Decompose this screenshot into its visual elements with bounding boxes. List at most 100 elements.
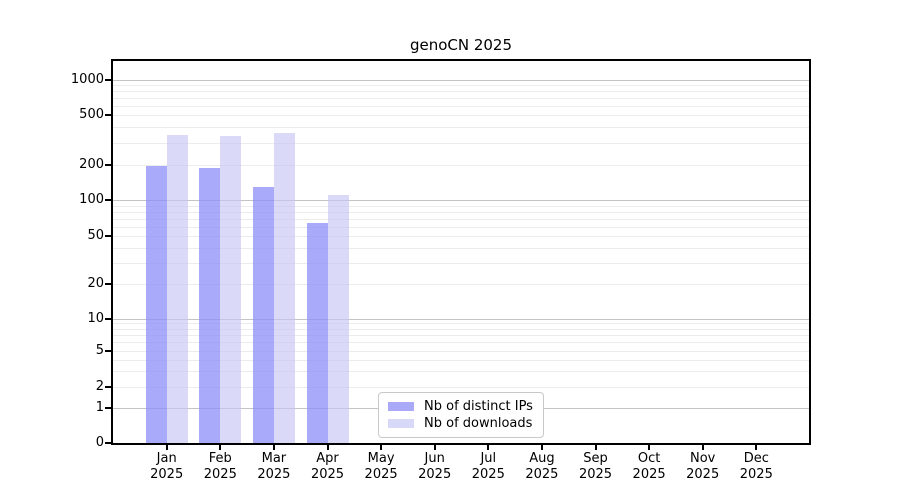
legend-swatch-downloads xyxy=(388,419,414,428)
x-tick-label: Oct 2025 xyxy=(614,451,684,483)
minor-gridline xyxy=(113,218,809,220)
y-tick-label: 1 xyxy=(95,400,104,415)
x-tick-month: Apr xyxy=(316,451,339,466)
x-tick-year: 2025 xyxy=(310,467,345,482)
x-tick-label: Aug 2025 xyxy=(507,451,577,483)
minor-gridline xyxy=(113,328,809,330)
x-tick-mark xyxy=(165,445,168,450)
x-axis-spine-bottom xyxy=(111,443,811,445)
minor-gridline xyxy=(113,335,809,337)
plot-area xyxy=(113,61,809,443)
x-tick-mark xyxy=(540,445,543,450)
x-tick-label: Jan 2025 xyxy=(132,451,202,483)
major-gridline xyxy=(113,200,809,201)
minor-gridline xyxy=(113,284,809,285)
x-tick-mark xyxy=(487,445,490,450)
minor-gridline xyxy=(113,211,809,213)
x-tick-year: 2025 xyxy=(471,467,505,482)
x-tick-month: Nov xyxy=(690,451,716,466)
minor-gridline xyxy=(113,143,809,144)
x-tick-label: Mar 2025 xyxy=(239,451,309,483)
bar-distinct-ips xyxy=(252,186,274,443)
x-tick-year: 2025 xyxy=(150,467,184,482)
legend-label-distinct-ips: Nb of distinct IPs xyxy=(424,399,533,414)
y-tick-mark xyxy=(105,114,111,117)
minor-gridline xyxy=(113,342,809,344)
x-tick-year: 2025 xyxy=(525,467,559,482)
y-tick-label: 500 xyxy=(79,107,104,123)
bar-downloads xyxy=(273,133,295,443)
x-tick-label: Apr 2025 xyxy=(293,451,363,483)
bar-downloads xyxy=(220,136,242,443)
minor-gridline xyxy=(113,98,809,100)
y-tick-label: 10 xyxy=(87,310,104,326)
x-tick-label: Jul 2025 xyxy=(453,451,523,483)
x-tick-month: Dec xyxy=(743,451,769,466)
y-tick-mark xyxy=(105,386,111,388)
x-tick-label: Sep 2025 xyxy=(561,451,631,483)
minor-gridline xyxy=(113,91,809,93)
minor-gridline xyxy=(113,115,809,117)
minor-gridline xyxy=(113,236,809,238)
y-tick-mark xyxy=(105,350,111,352)
x-tick-month: Jul xyxy=(480,451,497,466)
minor-gridline xyxy=(113,387,809,388)
chart-title: genoCN 2025 xyxy=(409,36,513,54)
minor-gridline xyxy=(113,106,809,107)
x-tick-month: Feb xyxy=(208,451,232,466)
x-tick-month: Jun xyxy=(424,451,445,466)
x-tick-mark xyxy=(701,445,704,450)
x-tick-mark xyxy=(272,445,275,450)
x-tick-label: Jun 2025 xyxy=(400,451,470,483)
x-tick-year: 2025 xyxy=(203,467,237,482)
x-tick-month: Aug xyxy=(529,451,555,466)
minor-gridline xyxy=(113,247,809,249)
legend: Nb of distinct IPs Nb of downloads xyxy=(378,392,544,438)
x-tick-label: May 2025 xyxy=(346,451,416,483)
minor-gridline xyxy=(113,205,809,207)
x-tick-mark xyxy=(594,445,597,450)
x-tick-year: 2025 xyxy=(364,467,398,482)
major-gridline xyxy=(113,80,809,81)
y-tick-mark xyxy=(105,442,111,444)
minor-gridline xyxy=(113,262,809,264)
y-tick-label: 2 xyxy=(95,379,104,394)
y-tick-mark xyxy=(105,407,111,409)
y-tick-mark xyxy=(105,199,111,201)
x-tick-mark xyxy=(219,445,222,450)
x-tick-mark xyxy=(326,445,329,450)
minor-gridline xyxy=(113,359,809,361)
y-tick-label: 0 xyxy=(95,435,104,450)
y-tick-label: 100 xyxy=(79,192,104,207)
x-tick-month: Sep xyxy=(583,451,608,466)
x-tick-label: Dec 2025 xyxy=(721,451,791,483)
y-tick-label: 20 xyxy=(87,276,104,291)
minor-gridline xyxy=(113,165,809,166)
x-tick-label: Nov 2025 xyxy=(668,451,738,483)
minor-gridline xyxy=(113,323,809,325)
x-tick-month: Oct xyxy=(637,451,661,466)
major-gridline xyxy=(113,318,809,320)
x-tick-mark xyxy=(433,445,436,450)
x-tick-label: Feb 2025 xyxy=(185,451,255,483)
y-axis-spine-right xyxy=(809,59,811,445)
minor-gridline xyxy=(113,127,809,129)
x-tick-year: 2025 xyxy=(739,467,773,482)
bar-distinct-ips xyxy=(199,167,221,443)
y-tick-label: 200 xyxy=(79,157,104,172)
legend-item-distinct-ips: Nb of distinct IPs xyxy=(388,399,534,414)
y-tick-mark xyxy=(105,235,111,238)
minor-gridline xyxy=(113,85,809,87)
x-tick-mark xyxy=(755,445,758,450)
legend-swatch-distinct-ips xyxy=(388,402,414,411)
x-tick-year: 2025 xyxy=(578,467,613,482)
x-tick-month: May xyxy=(367,451,395,466)
bar-downloads xyxy=(327,195,349,443)
x-tick-month: Jan xyxy=(156,451,177,466)
bar-distinct-ips xyxy=(145,166,167,443)
legend-item-downloads: Nb of downloads xyxy=(388,416,534,431)
y-tick-mark xyxy=(105,164,111,166)
axis-spine-top xyxy=(111,59,811,61)
x-tick-year: 2025 xyxy=(632,467,666,482)
